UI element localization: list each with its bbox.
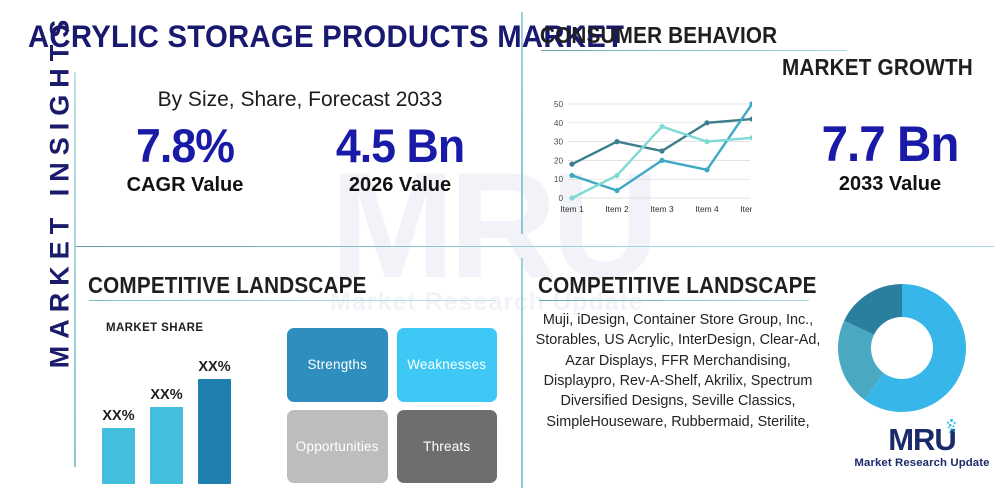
svg-text:Item 1: Item 1 [560, 204, 584, 214]
divider-vertical-left [74, 72, 76, 467]
svg-text:30: 30 [554, 138, 564, 147]
bar-column: XX% [198, 359, 231, 484]
mru-logo-mark: MRU [888, 419, 957, 455]
mru-accent-icon [946, 419, 956, 434]
line-chart-consumer-behavior: 0 10 20 30 40 50 Item 1 Item 2 Item 3 Item 4 Item … [554, 100, 752, 214]
section-heading-competitive-landscape-left: COMPETITIVE LANDSCAPE [88, 272, 367, 298]
svg-text:0: 0 [558, 194, 563, 203]
divider-vertical-middle-top [521, 12, 523, 234]
bar-rect [102, 428, 135, 484]
swot-cell-opportunities[interactable]: Opportunities [287, 409, 388, 483]
divider-vertical-middle-bottom [521, 258, 523, 488]
bar-rect [198, 378, 231, 484]
kpi-2026-value: 4.5 Bn 2026 Value [300, 119, 500, 197]
page-title: ACRYLIC STORAGE PRODUCTS MARKET [28, 18, 625, 54]
section-heading-competitive-landscape-right: COMPETITIVE LANDSCAPE [538, 272, 817, 298]
swot-grid: Strengths Weaknesses Opportunities Threats [287, 328, 497, 483]
bar-value-label: XX% [198, 358, 231, 375]
section-rule-competitive-landscape-left [89, 300, 496, 302]
svg-text:20: 20 [554, 156, 564, 165]
bar-column: XX% [150, 387, 183, 484]
section-rule-competitive-landscape-right [539, 300, 809, 302]
kpi-cagr: 7.8% CAGR Value [85, 119, 285, 197]
kpi-cagr-value: 7.8% [136, 119, 235, 172]
bar-chart-market-share: MARKET SHARE XX% XX% XX% [92, 322, 277, 484]
kpi-2033-value-number: 7.7 Bn [821, 116, 960, 172]
market-share-title: MARKET SHARE [106, 322, 204, 334]
donut-chart-market-share [838, 284, 966, 412]
bar-value-label: XX% [102, 408, 135, 425]
kpi-2026-value-number: 4.5 Bn [335, 119, 465, 172]
svg-text:Item 3: Item 3 [650, 204, 674, 214]
svg-text:Item 5: Item 5 [740, 204, 752, 214]
kpi-2033-value: 7.7 Bn 2033 Value [790, 118, 990, 196]
side-label-market-insights: MARKET INSIGHTS [44, 12, 75, 369]
svg-text:50: 50 [554, 100, 564, 109]
kpi-cagr-label: CAGR Value [126, 173, 244, 196]
section-heading-consumer-behavior: CONSUMER BEHAVIOR [540, 22, 778, 48]
swot-cell-threats[interactable]: Threats [396, 409, 497, 483]
swot-cell-weaknesses[interactable]: Weaknesses [396, 328, 497, 402]
swot-cell-strengths[interactable]: Strengths [287, 328, 388, 402]
divider-horizontal [76, 246, 994, 248]
page-subtitle: By Size, Share, Forecast 2033 [157, 88, 443, 111]
bar-rect [150, 406, 183, 484]
bar-column: XX% [102, 408, 135, 484]
svg-text:40: 40 [554, 119, 564, 128]
kpi-2026-value-label: 2026 Value [348, 173, 452, 196]
svg-text:Item 4: Item 4 [695, 204, 719, 214]
section-heading-market-growth: MARKET GROWTH [782, 54, 973, 80]
company-list: Muji, iDesign, Container Store Group, In… [535, 312, 821, 430]
mru-logo: MRU Market Research Update [852, 419, 992, 469]
section-rule-consumer-behavior [541, 50, 847, 52]
mru-logo-tagline: Market Research Update [854, 457, 990, 469]
bar-value-label: XX% [150, 386, 183, 403]
svg-text:Item 2: Item 2 [605, 204, 629, 214]
svg-text:10: 10 [554, 175, 564, 184]
kpi-2033-value-label: 2033 Value [838, 173, 942, 195]
